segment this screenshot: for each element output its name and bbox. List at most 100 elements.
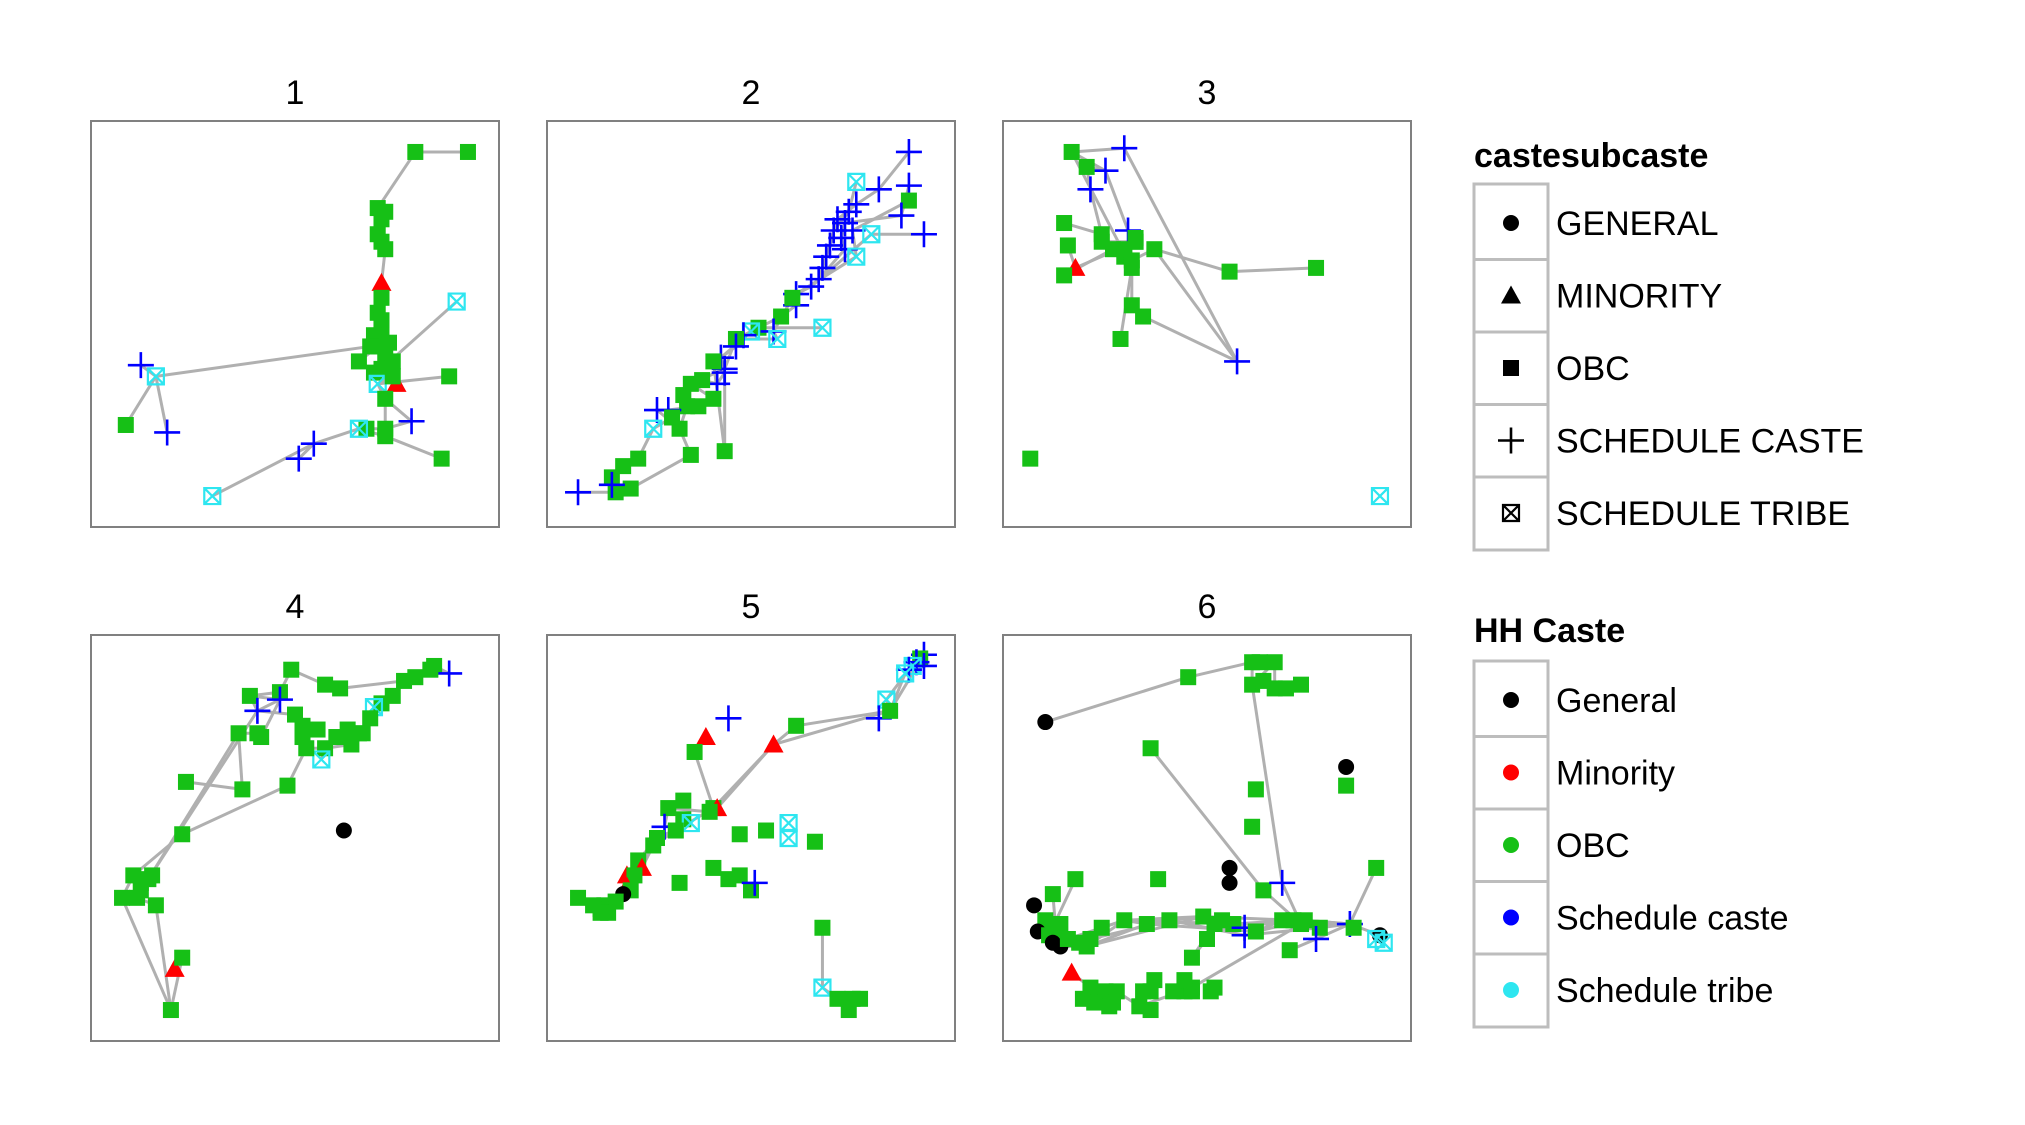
node-schedule-caste [813,243,840,270]
node-obc [626,867,643,884]
edge-line [256,698,281,713]
node-obc [773,308,790,325]
node-obc [671,420,688,437]
node-obc [373,289,390,306]
node-obc [1251,654,1268,671]
edge-line [1348,867,1378,925]
node-obc [1338,777,1355,794]
node-obc [1101,998,1118,1015]
legend-label: Schedule caste [1556,900,1789,938]
node-schedule-caste [715,705,742,732]
node-obc [1225,916,1242,933]
node-obc [317,676,334,693]
edge-line [795,709,891,728]
node-obc [177,773,194,790]
node-obc [373,211,390,228]
node-obc [806,833,823,850]
node-obc [365,364,382,381]
node-obc [343,736,360,753]
node-schedule-caste [598,471,625,498]
node-schedule-caste [1224,348,1251,375]
node-schedule-tribe [862,225,881,244]
node-obc [332,680,349,697]
edge-line [1149,747,1265,892]
node-obc [162,1002,179,1019]
node-obc [1142,1002,1159,1019]
node-obc [1345,919,1362,936]
node-obc [1112,330,1129,347]
node-obc [1368,859,1385,876]
node-obc [377,390,394,407]
node-schedule-caste [910,221,937,248]
node-obc [362,710,379,727]
node-obc [675,792,692,809]
node-schedule-caste [816,232,843,259]
node-obc [1116,912,1133,929]
node-obc [279,777,296,794]
node-schedule-caste [244,697,271,724]
node-schedule-caste [722,333,749,360]
legend-key-plus [1498,427,1524,454]
legend-key-color [1503,837,1519,853]
node-obc [758,822,775,839]
node-minority [695,727,716,746]
node-schedule-tribe [447,292,466,311]
node-minority [763,734,784,753]
node-obc [1308,259,1325,276]
node-obc [1165,983,1182,1000]
node-obc [1146,241,1163,258]
panel-frame [90,634,500,1042]
node-minority [1061,962,1082,981]
node-obc [1266,654,1283,671]
panel-title-3: 3 [1198,74,1217,112]
node-obc [840,1002,857,1019]
node-obc [147,897,164,914]
node-schedule-tribe [779,813,798,833]
node-schedule-caste [1077,176,1104,203]
node-obc [1086,994,1103,1011]
legend-key-boxx [1501,503,1521,523]
node-obc [671,874,688,891]
node-obc [705,859,722,876]
node-schedule-caste [266,686,293,713]
edge-line [1250,684,1284,884]
node-minority [164,958,185,977]
node-schedule-caste [285,445,312,472]
node-obc [882,702,899,719]
color-legend-frame [1472,659,1550,1029]
legend-label: Schedule tribe [1556,972,1773,1010]
node-obc [174,949,191,966]
edge-line [1142,315,1238,363]
node-schedule-caste [1092,157,1119,184]
edge-line [629,453,692,490]
node-obc [283,661,300,678]
legend-key-square [1503,360,1519,376]
edge-line [181,784,289,836]
node-schedule-caste [1303,925,1330,952]
edge-line [211,442,315,498]
node-obc [630,450,647,467]
node-obc [1161,912,1178,929]
node-schedule-caste [398,408,425,435]
node-obc [705,390,722,407]
legend-label: OBC [1556,827,1630,865]
node-obc [234,781,251,798]
node-schedule-tribe [847,247,866,266]
legend-key-circle [1503,215,1519,231]
edge-line [1191,922,1302,989]
node-schedule-caste [865,176,892,203]
node-obc [1093,919,1110,936]
node-obc [1044,886,1061,903]
edge-line [716,743,775,810]
legend-label: SCHEDULE TRIBE [1556,495,1850,533]
network-panel-1 [90,120,500,528]
shape-legend-title: castesubcaste [1474,137,1708,175]
node-obc [1123,259,1140,276]
node-schedule-tribe [1374,933,1393,952]
node-obc [814,919,831,936]
node-obc [731,826,748,843]
node-schedule-tribe [1370,486,1390,506]
node-schedule-caste [809,254,836,281]
node-obc [1056,215,1073,232]
